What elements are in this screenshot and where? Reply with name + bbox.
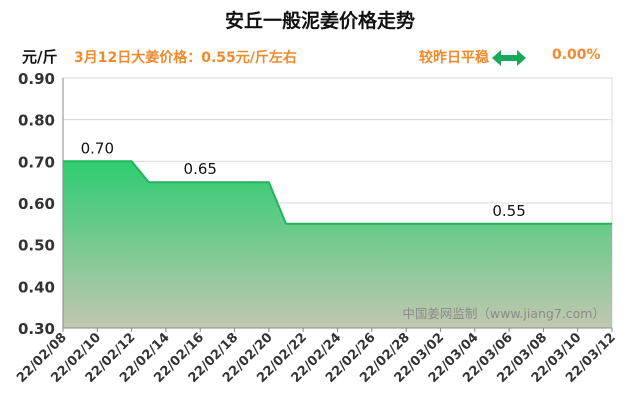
- double-arrow-icon: [492, 50, 526, 66]
- unit-label: 元/斤: [22, 48, 58, 66]
- price-summary: 3月12日大姜价格：0.55元/斤左右: [74, 50, 297, 66]
- data-label: 0.65: [184, 160, 217, 178]
- y-tick-label: 0.30: [18, 320, 55, 338]
- page-title: 安丘一般泥姜价格走势: [224, 10, 415, 32]
- y-tick-label: 0.50: [18, 237, 55, 255]
- y-tick-label: 0.40: [18, 278, 55, 296]
- data-label: 0.70: [81, 139, 114, 157]
- series-line: [63, 160, 612, 225]
- data-label: 0.55: [492, 202, 525, 220]
- change-value: 0.00%: [552, 47, 601, 63]
- watermark: 中国姜网监制（www.jiang7.com）: [402, 306, 605, 321]
- y-tick-label: 0.90: [18, 70, 55, 88]
- y-tick-label: 0.70: [18, 153, 55, 171]
- compare-label: 较昨日平稳: [419, 50, 489, 66]
- y-tick-label: 0.80: [18, 112, 55, 130]
- y-tick-label: 0.60: [18, 195, 55, 213]
- series-area: [63, 161, 612, 328]
